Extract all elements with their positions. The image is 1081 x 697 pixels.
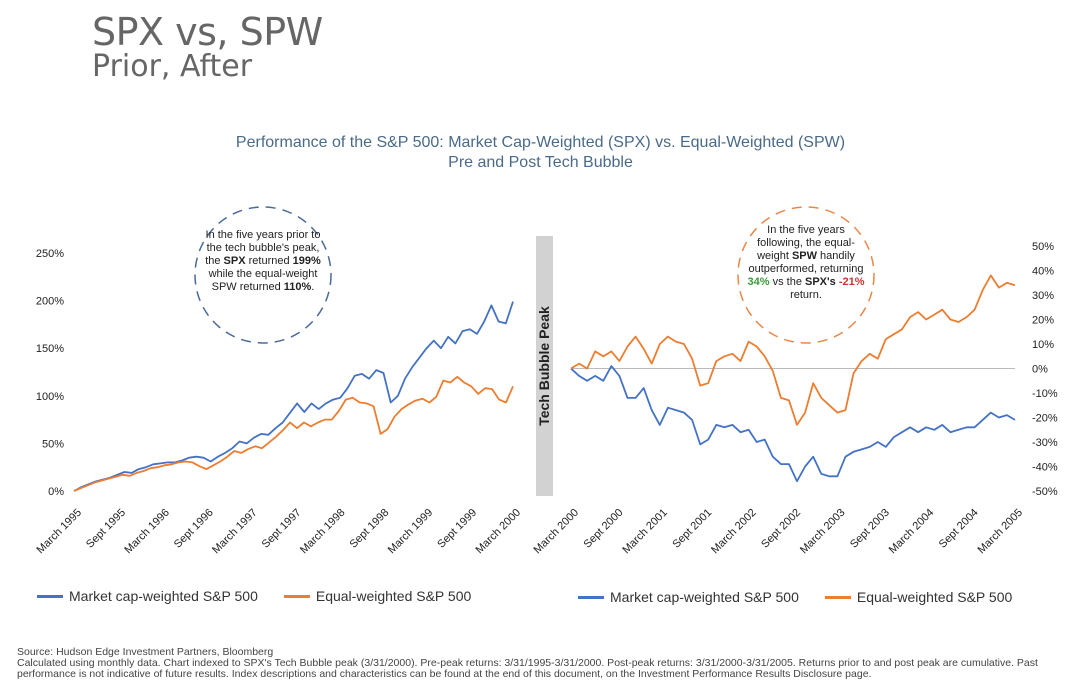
left-chart-ytick-label: 150% [36,343,64,355]
legend-label-spx: Market cap-weighted S&P 500 [69,588,258,604]
right-chart-ytick-label: 50% [1032,241,1054,253]
right-chart-xtick-label: March 2004 [887,507,937,557]
right-chart-ytick-label: 0% [1032,364,1048,376]
legend-swatch-spx [37,594,63,598]
right-chart-xtick-label: Sept 2002 [759,507,803,551]
right-chart-xtick-label: March 2001 [620,507,670,557]
left-legend: Market cap-weighted S&P 500 Equal-weight… [37,588,471,604]
chart-heading-line2: Pre and Post Tech Bubble [448,154,633,171]
right-chart-series-line-spx [570,365,1016,483]
right-callout-circle [737,206,875,344]
left-chart-ytick-label: 250% [36,248,64,260]
legend-label-spw: Equal-weighted S&P 500 [315,588,472,604]
right-chart-ytick-label: 40% [1032,266,1054,278]
chart-heading: Performance of the S&P 500: Market Cap-W… [0,133,1081,173]
right-chart-xtick-label: Sept 2000 [582,507,626,551]
left-chart-ytick-label: 50% [42,438,64,450]
legend-label-spx: Market cap-weighted S&P 500 [610,589,799,605]
legend-label-spw: Equal-weighted S&P 500 [856,589,1013,605]
left-chart-ytick-label: 200% [36,296,64,308]
left-chart-ytick-label: 0% [48,486,64,498]
right-chart-ytick-label: -30% [1032,437,1058,449]
page-title: SPX vs, SPW [92,10,323,54]
left-chart-xtick-label: Sept 1999 [435,507,479,551]
right-chart-xtick-label: March 2005 [976,507,1026,557]
left-chart-xtick-label: March 1999 [386,507,436,557]
left-chart-xtick-label: Sept 1998 [347,507,391,551]
source-note: Source: Hudson Edge Investment Partners,… [17,647,1067,680]
right-chart-xtick-label: March 2000 [532,507,582,557]
right-chart-ytick-label: -50% [1032,486,1058,498]
tech-bubble-peak-divider [536,236,553,496]
methodology-note: Calculated using monthly data. Chart ind… [17,657,1038,680]
left-callout-text: In the five years prior to the tech bubb… [205,229,321,293]
right-callout-text: In the five years following, the equal-w… [747,224,865,301]
right-chart-xtick-label: Sept 2004 [937,507,981,551]
right-chart-ytick-label: 10% [1032,339,1054,351]
left-chart-xtick-label: March 1996 [122,507,172,557]
right-chart-xtick-label: Sept 2003 [848,507,892,551]
source-line: Source: Hudson Edge Investment Partners,… [17,646,274,658]
right-chart-ytick-label: -40% [1032,462,1058,474]
left-chart-xtick-label: Sept 1996 [172,507,216,551]
chart-heading-line1: Performance of the S&P 500: Market Cap-W… [235,134,846,151]
page-subtitle: Prior, After [92,49,253,84]
left-chart-series-line-spx [73,301,514,492]
left-chart-xtick-label: March 1998 [298,507,348,557]
right-chart-xtick-label: Sept 2001 [670,507,714,551]
right-chart-series-line-spw [570,274,1016,426]
left-chart-series-line-spw [73,375,514,492]
tech-bubble-peak-label: Tech Bubble Peak [536,306,552,426]
left-chart-xtick-label: Sept 1997 [260,507,304,551]
left-chart-xtick-label: March 1995 [35,507,85,557]
right-chart-ytick-label: 30% [1032,290,1054,302]
right-chart-ytick-label: -10% [1032,388,1058,400]
right-chart-xtick-label: March 2002 [709,507,759,557]
left-chart-xtick-label: March 2000 [474,507,524,557]
left-callout-circle [194,206,332,344]
legend-swatch-spw [283,594,310,598]
left-chart-xtick-label: March 1997 [210,507,260,557]
legend-swatch-spw [824,595,851,599]
left-chart-ytick-label: 100% [36,391,64,403]
left-chart-xtick-label: Sept 1995 [84,507,128,551]
legend-swatch-spx [578,595,604,599]
right-chart-ytick-label: 20% [1032,315,1054,327]
right-legend: Market cap-weighted S&P 500 Equal-weight… [578,589,1012,605]
right-chart-ytick-label: -20% [1032,413,1058,425]
right-chart-xtick-label: March 2003 [798,507,848,557]
